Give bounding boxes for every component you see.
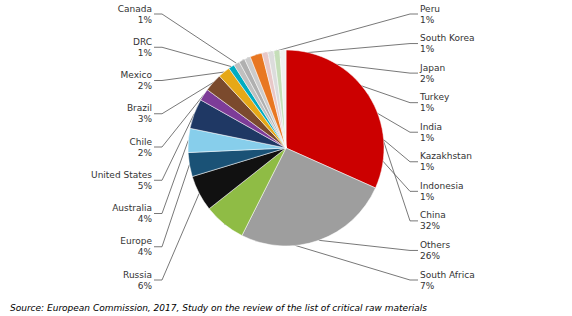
- svg-text:3%: 3%: [138, 114, 153, 124]
- svg-text:2%: 2%: [138, 81, 153, 91]
- svg-text:32%: 32%: [420, 221, 440, 231]
- svg-text:1%: 1%: [420, 162, 435, 172]
- svg-text:Canada: Canada: [118, 4, 152, 14]
- svg-text:Chile: Chile: [129, 137, 152, 147]
- svg-text:United States: United States: [91, 170, 152, 180]
- svg-text:Russia: Russia: [123, 270, 152, 280]
- svg-text:1%: 1%: [138, 15, 153, 25]
- svg-text:4%: 4%: [138, 247, 153, 257]
- svg-text:4%: 4%: [138, 214, 153, 224]
- svg-text:1%: 1%: [420, 103, 435, 113]
- svg-text:1%: 1%: [420, 192, 435, 202]
- svg-text:Brazil: Brazil: [127, 103, 152, 113]
- svg-text:Japan: Japan: [419, 63, 445, 73]
- svg-text:7%: 7%: [420, 281, 435, 291]
- svg-text:Turkey: Turkey: [419, 92, 450, 102]
- svg-text:Others: Others: [420, 240, 451, 250]
- svg-text:1%: 1%: [138, 48, 153, 58]
- svg-text:2%: 2%: [138, 148, 153, 158]
- svg-text:1%: 1%: [420, 44, 435, 54]
- svg-text:Mexico: Mexico: [121, 70, 153, 80]
- svg-text:Kazakhstan: Kazakhstan: [420, 151, 472, 161]
- svg-text:2%: 2%: [420, 74, 435, 84]
- svg-text:India: India: [420, 122, 442, 132]
- svg-text:26%: 26%: [420, 251, 440, 261]
- svg-text:Australia: Australia: [112, 203, 152, 213]
- svg-text:Peru: Peru: [420, 4, 440, 14]
- svg-text:1%: 1%: [420, 15, 435, 25]
- svg-text:Indonesia: Indonesia: [420, 181, 464, 191]
- svg-text:Source: European Commission, 2: Source: European Commission, 2017, Study…: [10, 303, 427, 313]
- svg-text:China: China: [420, 210, 446, 220]
- svg-text:6%: 6%: [138, 281, 153, 291]
- svg-text:5%: 5%: [138, 181, 153, 191]
- svg-text:Europe: Europe: [120, 236, 152, 246]
- svg-text:DRC: DRC: [133, 37, 152, 47]
- svg-text:South Africa: South Africa: [420, 270, 475, 280]
- svg-text:South Korea: South Korea: [420, 33, 475, 43]
- svg-text:1%: 1%: [420, 133, 435, 143]
